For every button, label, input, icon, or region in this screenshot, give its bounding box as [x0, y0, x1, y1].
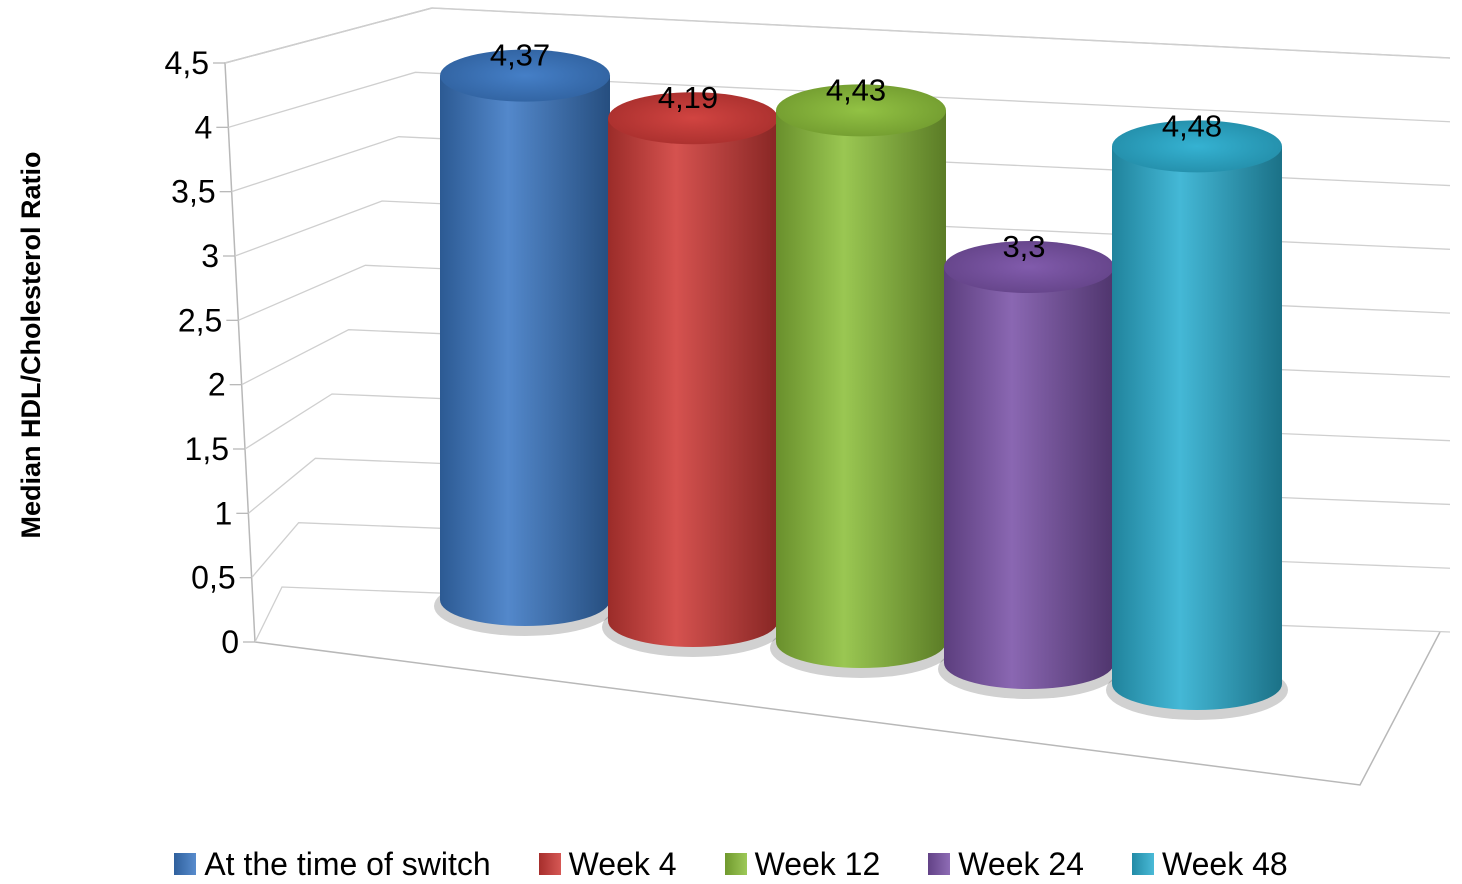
data-label: 4,43: [826, 72, 886, 107]
legend-label: Week 48: [1161, 845, 1288, 882]
bar: [938, 241, 1120, 699]
legend-item: Week 24: [928, 846, 1084, 883]
legend-item: At the time of switch: [174, 845, 491, 883]
gridline: [234, 200, 1451, 257]
bar: [770, 84, 952, 678]
legend-swatch: [538, 853, 561, 875]
y-tick-label: 3,5: [171, 174, 215, 210]
legend-swatch: [174, 853, 197, 875]
legend-label: At the time of switch: [204, 845, 491, 882]
data-labels: 4,37 4,19 4,43 3,3 4,48: [490, 38, 1222, 264]
gridline: [231, 136, 1451, 193]
data-label: 3,3: [1002, 229, 1045, 264]
bar: [1106, 120, 1288, 720]
legend-item: Week 12: [724, 845, 881, 883]
bars: [434, 49, 1288, 720]
data-label: 4,37: [490, 38, 550, 73]
bar: [434, 49, 616, 636]
data-label: 4,48: [1162, 108, 1222, 143]
y-tick-label: 0,5: [191, 560, 235, 596]
y-tick-label: 1: [215, 495, 233, 531]
y-axis-ticks: 0 0,5 1 1,5 2 2,5 3 3,5 4 4,5: [165, 45, 239, 660]
gridline: [224, 7, 1451, 64]
y-tick-label: 1,5: [185, 431, 229, 467]
y-tick-label: 4: [195, 109, 213, 145]
gridline: [228, 71, 1451, 128]
y-tick-label: 2: [208, 367, 226, 403]
legend-item: Week 48: [1131, 845, 1288, 883]
y-tick-label: 4,5: [165, 45, 209, 81]
legend-label: Week 12: [754, 845, 881, 882]
legend-item: Week 4: [538, 845, 677, 883]
y-tick-label: 0: [221, 624, 239, 660]
legend: At the time of switch Week 4 Week 12 Week 2…: [0, 844, 1462, 884]
legend-swatch: [1131, 853, 1154, 875]
bar: [602, 92, 784, 657]
legend-swatch: [928, 853, 951, 875]
y-tick-label: 2,5: [178, 302, 222, 338]
y-axis-title: Median HDL/Cholesterol Ratio: [16, 151, 46, 538]
data-label: 4,19: [658, 80, 718, 115]
legend-swatch: [724, 853, 747, 875]
y-tick-label: 3: [201, 238, 219, 274]
legend-label: Week 24: [958, 845, 1084, 882]
legend-label: Week 4: [568, 845, 677, 882]
